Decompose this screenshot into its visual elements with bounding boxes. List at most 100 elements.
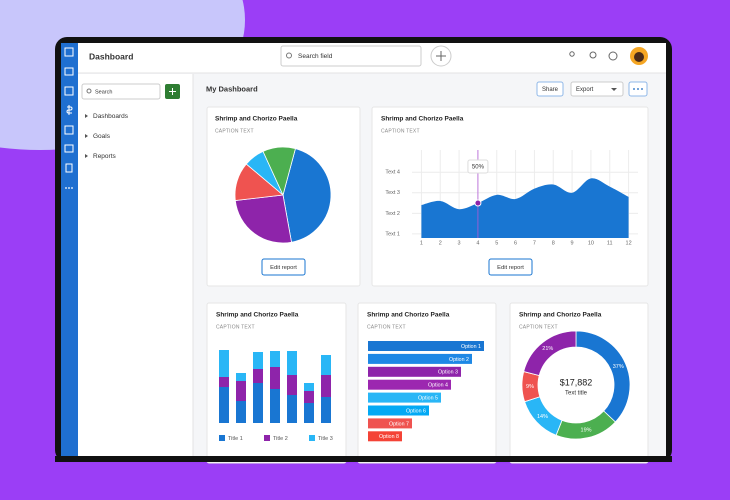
bar-label: Option 5 <box>418 396 438 402</box>
nav-rail <box>61 43 78 456</box>
bar-segment <box>270 367 280 389</box>
bar <box>368 353 472 364</box>
legend-swatch <box>219 435 225 441</box>
sidebar-search[interactable] <box>81 83 161 100</box>
legend-swatch <box>309 435 315 441</box>
header-title: Dashboard <box>89 51 133 61</box>
export-label: Export <box>576 87 594 93</box>
card-title: Shrimp and Chorizo Paella <box>519 312 602 319</box>
help-icon[interactable] <box>608 51 618 61</box>
card-title: Shrimp and Chorizo Paella <box>367 312 450 319</box>
rail-icon[interactable] <box>64 47 74 57</box>
card <box>371 106 649 287</box>
bar-segment <box>304 403 314 423</box>
rail-icon[interactable] <box>64 86 74 96</box>
bar <box>368 392 441 403</box>
bar-label: Option 4 <box>428 383 448 389</box>
donut-center-value: $17,882 <box>560 377 593 387</box>
rail-icon[interactable] <box>64 67 74 76</box>
bar-segment <box>304 391 314 403</box>
edit-report-button[interactable] <box>488 258 533 276</box>
rail-icon[interactable] <box>66 105 73 115</box>
bar <box>368 366 461 377</box>
bar-segment <box>287 375 297 395</box>
bar-segment <box>219 350 229 377</box>
edit-report-label: Edit report <box>497 265 524 271</box>
bar-segment <box>236 381 246 401</box>
x-tick-label: 2 <box>439 240 442 246</box>
add-user-icon[interactable] <box>569 51 575 57</box>
bar-segment <box>321 375 331 397</box>
x-tick-label: 7 <box>533 240 536 246</box>
bar-label: Option 2 <box>449 357 469 363</box>
search-field[interactable] <box>280 45 422 67</box>
bar-segment <box>270 351 280 367</box>
sidebar-search-icon <box>86 88 92 94</box>
rail-more[interactable] <box>65 187 73 189</box>
export-dropdown[interactable] <box>570 81 624 97</box>
legend-swatch <box>264 435 270 441</box>
search-placeholder: Search field <box>298 53 333 60</box>
bar-segment <box>253 352 263 369</box>
bar-segment <box>219 377 229 387</box>
edit-report-label: Edit report <box>270 265 297 271</box>
donut-label: 9% <box>526 384 534 390</box>
bar-segment <box>236 373 246 381</box>
sidebar-item[interactable]: Reports <box>93 153 117 160</box>
bar-label: Option 6 <box>406 408 426 414</box>
header-icons <box>569 51 618 61</box>
tooltip <box>467 159 489 174</box>
sidebar-add-icon <box>169 88 176 95</box>
donut-label: 19% <box>581 427 592 433</box>
donut-segment <box>523 330 577 377</box>
rail-icons <box>64 47 74 173</box>
card-caption: CAPTION TEXT <box>519 324 558 330</box>
bar-segment <box>321 355 331 375</box>
bar <box>368 418 412 429</box>
rail-icon[interactable] <box>65 163 73 173</box>
bar-segment <box>304 383 314 391</box>
legend-label: Title 2 <box>273 436 288 442</box>
bar-label: Option 8 <box>379 434 399 440</box>
x-tick-label: 8 <box>552 240 555 246</box>
bar-segment <box>219 387 229 423</box>
area <box>421 178 629 238</box>
legend-label: Title 3 <box>318 436 333 442</box>
donut-label: 14% <box>537 414 548 420</box>
bar-segment <box>287 351 297 375</box>
rail-icon[interactable] <box>64 125 74 135</box>
donut-label: 21% <box>542 346 553 352</box>
dropdown-arrow <box>611 88 617 91</box>
card-caption: CAPTION TEXT <box>216 324 255 330</box>
x-tick-label: 1 <box>420 240 423 246</box>
main-title: My Dashboard <box>206 84 258 93</box>
bar-segment <box>270 389 280 423</box>
edit-report-button[interactable] <box>261 258 306 276</box>
share-button[interactable] <box>536 81 564 97</box>
bar <box>368 405 429 416</box>
bar-segment <box>321 397 331 423</box>
avatar-face <box>634 52 644 62</box>
more-dots <box>633 88 643 90</box>
x-tick-label: 5 <box>495 240 498 246</box>
search-icon <box>286 52 292 59</box>
share-label: Share <box>542 87 559 93</box>
rail-icon[interactable] <box>64 144 74 153</box>
sidebar-search-placeholder: Search <box>95 89 112 95</box>
x-tick-label: 11 <box>607 240 613 246</box>
x-tick-label: 10 <box>588 240 594 246</box>
x-tick-label: 4 <box>476 240 479 246</box>
bar-label: Option 7 <box>389 421 409 427</box>
bar-segment <box>253 383 263 423</box>
sidebar <box>78 74 193 456</box>
sidebar-item[interactable]: Dashboards <box>93 113 129 120</box>
legend-label: Title 1 <box>228 436 243 442</box>
idea-icon[interactable] <box>589 51 597 59</box>
y-tick-label: Text 1 <box>385 231 400 237</box>
device-bezel <box>55 456 672 462</box>
sidebar-item[interactable]: Goals <box>93 133 111 140</box>
add-icon <box>436 51 446 61</box>
card-title: Shrimp and Chorizo Paella <box>381 116 464 123</box>
